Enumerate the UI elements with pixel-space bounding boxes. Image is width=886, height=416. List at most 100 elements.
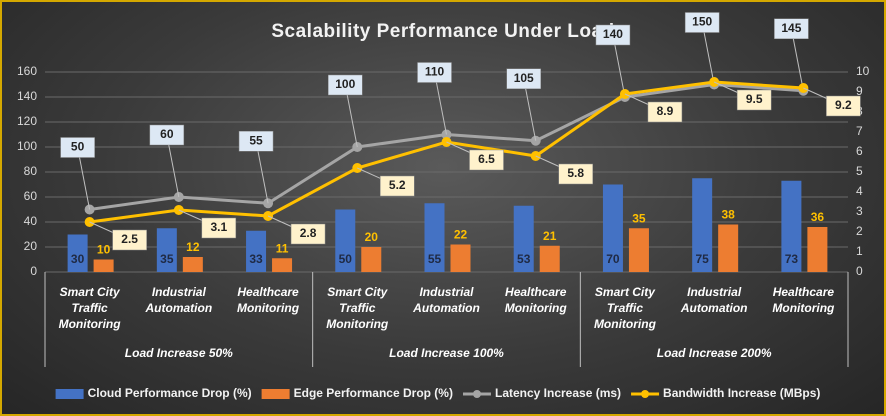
line-value-label: 105 xyxy=(514,71,534,85)
label-box xyxy=(595,24,631,46)
line-value-label: 145 xyxy=(781,21,801,35)
bar-value-label: 55 xyxy=(428,252,442,266)
label-box xyxy=(506,68,541,89)
label-box xyxy=(290,223,326,245)
leader-line xyxy=(255,141,269,204)
y2-tick-label: 0 xyxy=(856,264,863,278)
x-tick-label: Industrial Automation xyxy=(680,285,748,315)
legend-label: Cloud Performance Drop (%) xyxy=(88,386,252,400)
label-box xyxy=(774,18,809,39)
leader-line xyxy=(790,28,804,91)
bar-value-label: 35 xyxy=(160,252,174,266)
line-value-label: 50 xyxy=(71,140,85,154)
x-tick-label: Smart City Traffic Monitoring xyxy=(326,285,389,331)
bar-value-label: 53 xyxy=(517,252,531,266)
y2-tick-label: 1 xyxy=(856,244,863,258)
x-tick-label: Smart City Traffic Monitoring xyxy=(58,285,121,331)
line-value-label: 100 xyxy=(335,77,355,91)
x-tick-label: Industrial Automation xyxy=(145,285,213,315)
chart-title: Scalability Performance Under Load xyxy=(271,21,614,42)
leader-line xyxy=(523,78,537,141)
y2-tick-label: 10 xyxy=(856,64,870,78)
label-box xyxy=(380,175,415,197)
line-value-label: 3.1 xyxy=(210,220,227,234)
label-box xyxy=(60,137,95,158)
leader-line xyxy=(701,22,715,85)
y2-tick-label: 9 xyxy=(856,84,863,98)
line-value-label: 9.5 xyxy=(746,92,763,106)
leader-line xyxy=(344,84,358,148)
y-tick-label: 140 xyxy=(17,89,37,103)
line-value-label: 9.2 xyxy=(835,98,852,112)
label-box xyxy=(112,229,147,251)
bar xyxy=(718,224,739,272)
x-tick-label: Healthcare Monitoring xyxy=(772,285,835,315)
label-box xyxy=(149,124,185,146)
bar-value-label: 73 xyxy=(785,252,799,266)
legend-swatch xyxy=(55,389,84,399)
group-label: Load Increase 100% xyxy=(389,346,504,360)
bar-value-label: 20 xyxy=(365,230,379,244)
bar xyxy=(539,245,560,272)
y-tick-label: 160 xyxy=(17,64,37,78)
legend: Cloud Performance Drop (%) Edge Performan… xyxy=(55,386,820,400)
y2-tick-label: 7 xyxy=(856,124,863,138)
y2-tick-label: 4 xyxy=(856,184,863,198)
line-value-label: 2.5 xyxy=(121,232,138,246)
line-value-label: 6.5 xyxy=(478,152,495,166)
label-box xyxy=(417,62,452,83)
y-tick-label: 20 xyxy=(24,239,38,253)
bar xyxy=(602,184,623,272)
y-tick-label: 60 xyxy=(24,189,38,203)
bar xyxy=(424,203,445,272)
bar xyxy=(361,247,382,272)
group-label: Load Increase 50% xyxy=(124,346,233,360)
x-tick-label: Healthcare Monitoring xyxy=(504,285,567,315)
line-value-label: 140 xyxy=(603,27,623,41)
y-tick-label: 120 xyxy=(17,114,37,128)
label-box xyxy=(736,89,772,111)
leader-line xyxy=(612,34,626,98)
label-box xyxy=(238,131,274,152)
line-value-label: 2.8 xyxy=(300,226,317,240)
bar xyxy=(628,228,649,272)
line-value-label: 110 xyxy=(425,65,445,79)
group-label: Load Increase 200% xyxy=(656,346,772,360)
bar-value-label: 35 xyxy=(632,211,646,225)
legend-swatch xyxy=(261,389,290,399)
line-value-label: 5.2 xyxy=(389,178,406,192)
bar xyxy=(246,230,267,272)
legend-label: Latency Increase (ms) xyxy=(495,386,621,400)
bar-value-label: 22 xyxy=(454,228,468,242)
leader-line xyxy=(77,147,91,210)
leader-line xyxy=(166,134,180,198)
y2-tick-label: 3 xyxy=(856,204,863,218)
bar xyxy=(450,244,471,272)
label-box xyxy=(826,95,861,117)
legend-label: Edge Performance Drop (%) xyxy=(294,386,453,400)
bar-value-label: 33 xyxy=(249,252,263,266)
x-tick-label: Healthcare Monitoring xyxy=(237,285,300,315)
label-box xyxy=(684,12,720,33)
bar-value-label: 10 xyxy=(97,243,111,257)
line-value-label: 150 xyxy=(692,15,712,29)
legend-label: Bandwidth Increase (MBps) xyxy=(663,386,820,400)
bar xyxy=(513,205,534,272)
y-tick-label: 80 xyxy=(24,164,38,178)
line-value-label: 5.8 xyxy=(567,166,584,180)
legend-swatch xyxy=(472,390,481,398)
bar-value-label: 36 xyxy=(811,210,825,224)
label-box xyxy=(201,217,237,239)
label-box xyxy=(469,149,504,171)
y2-tick-label: 5 xyxy=(856,164,863,178)
bar-value-label: 21 xyxy=(543,229,557,243)
label-box xyxy=(647,101,683,123)
leader-line xyxy=(434,72,447,135)
bar xyxy=(272,258,293,272)
bar-value-label: 50 xyxy=(339,252,353,266)
bar xyxy=(692,178,713,272)
bar xyxy=(67,234,88,272)
line-value-label: 55 xyxy=(249,133,263,147)
